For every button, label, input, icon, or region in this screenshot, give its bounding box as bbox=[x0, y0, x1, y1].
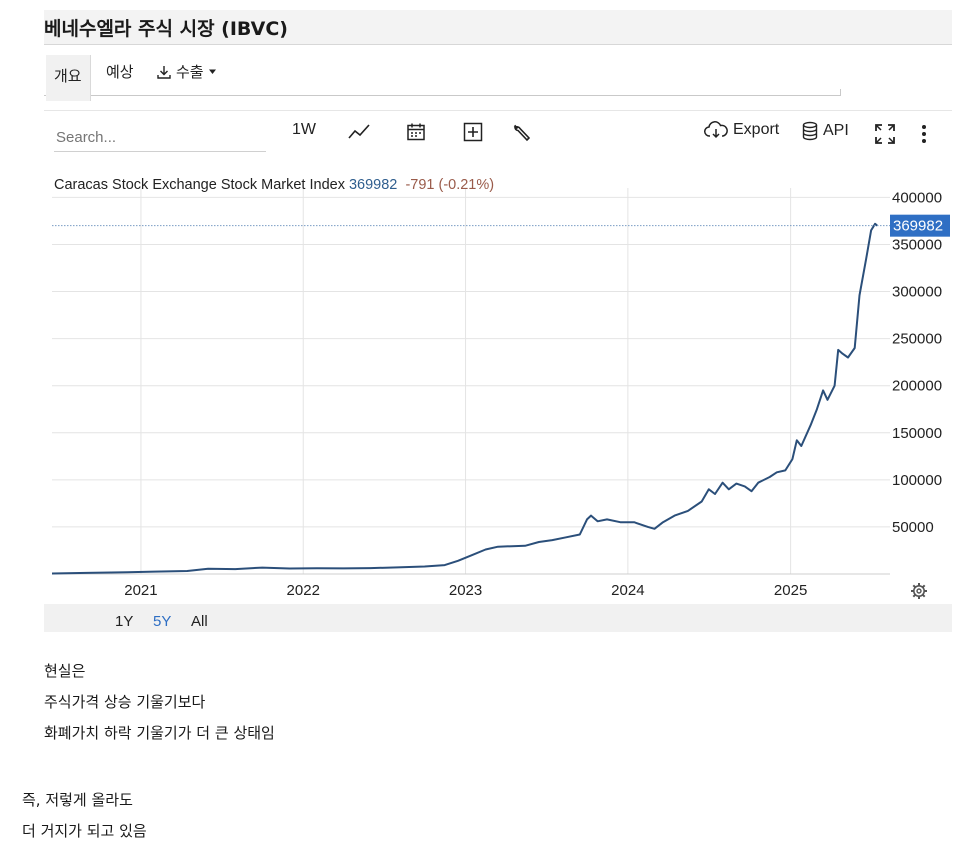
y-tick-label: 250000 bbox=[892, 331, 942, 348]
x-tick-label: 2025 bbox=[774, 582, 807, 599]
search-input[interactable] bbox=[54, 123, 266, 152]
download-icon bbox=[157, 65, 171, 79]
calendar-icon[interactable] bbox=[406, 122, 426, 142]
api-label: API bbox=[823, 122, 849, 139]
y-tick-label: 200000 bbox=[892, 378, 942, 395]
wrench-icon[interactable] bbox=[512, 123, 532, 143]
export-button[interactable]: Export bbox=[704, 121, 779, 139]
legend-value: 369982 bbox=[348, 177, 398, 193]
y-tick-label: 100000 bbox=[892, 472, 942, 489]
current-value-badge bbox=[890, 214, 950, 237]
tab-export[interactable]: 수출 bbox=[148, 57, 225, 86]
page-title: 베네수엘라 주식 시장 (IBVC) bbox=[44, 18, 288, 40]
series-line bbox=[51, 222, 878, 575]
legend-series-name: Caracas Stock Exchange Stock Market Inde… bbox=[54, 177, 345, 193]
legend-change: -791 (-0.21%) bbox=[405, 177, 495, 193]
chart-area: 50000 100000 150000 200000 250000 300000 35000… bbox=[44, 158, 952, 632]
tab-overview[interactable]: 개요 bbox=[46, 55, 91, 101]
tab-underline bbox=[44, 89, 841, 96]
cloud-download-icon bbox=[704, 121, 728, 139]
caret-down-icon bbox=[208, 69, 216, 74]
y-tick-label: 300000 bbox=[892, 284, 942, 301]
caption-line: 현실은 bbox=[44, 662, 86, 680]
y-tick-label: 350000 bbox=[892, 236, 942, 253]
export-label: Export bbox=[733, 121, 780, 138]
more-vertical-icon[interactable] bbox=[920, 123, 928, 145]
settings-gear-icon[interactable] bbox=[911, 583, 927, 599]
current-value-label: 369982 bbox=[893, 218, 943, 235]
x-tick-label: 2024 bbox=[611, 582, 644, 599]
fullscreen-icon[interactable] bbox=[874, 123, 896, 145]
caption-line: 주식가격 상승 기울기보다 bbox=[44, 693, 206, 711]
line-chart-icon[interactable] bbox=[347, 123, 371, 141]
range-1y-button[interactable]: 1Y bbox=[115, 613, 134, 630]
plus-box-icon[interactable] bbox=[463, 122, 483, 142]
tab-export-label: 수출 bbox=[176, 63, 204, 81]
caption-line: 화폐가치 하락 기울기가 더 큰 상태임 bbox=[44, 724, 275, 742]
x-tick-label: 2022 bbox=[287, 582, 320, 599]
y-tick-label: 50000 bbox=[892, 519, 934, 536]
tab-bar: 개요 예상 수출 bbox=[44, 44, 952, 101]
title-bar: 베네수엘라 주식 시장 (IBVC) bbox=[44, 10, 952, 44]
x-tick-label: 2021 bbox=[124, 582, 157, 599]
y-tick-label: 150000 bbox=[892, 425, 942, 442]
range-selector: 1Y 5Y All bbox=[44, 604, 952, 632]
range-5y-button[interactable]: 5Y bbox=[153, 613, 172, 630]
database-icon bbox=[802, 121, 818, 141]
chart-toolbar: 1W Export API bbox=[44, 110, 952, 159]
interval-button[interactable]: 1W bbox=[292, 121, 316, 138]
api-button[interactable]: API bbox=[802, 121, 849, 141]
range-all-button[interactable]: All bbox=[191, 613, 208, 630]
chart-svg: 50000 100000 150000 200000 250000 300000 35000… bbox=[51, 188, 950, 599]
y-tick-label: 400000 bbox=[892, 189, 942, 206]
x-tick-label: 2023 bbox=[449, 582, 482, 599]
chart-legend: Caracas Stock Exchange Stock Market Inde… bbox=[54, 177, 494, 193]
tab-forecast[interactable]: 예상 bbox=[106, 63, 134, 81]
chart-widget: 베네수엘라 주식 시장 (IBVC) 개요 예상 수출 1W Export bbox=[44, 10, 952, 632]
caption-line: 더 거지가 되고 있음 bbox=[22, 822, 147, 840]
caption-line: 즉, 저렇게 올라도 bbox=[22, 791, 133, 809]
